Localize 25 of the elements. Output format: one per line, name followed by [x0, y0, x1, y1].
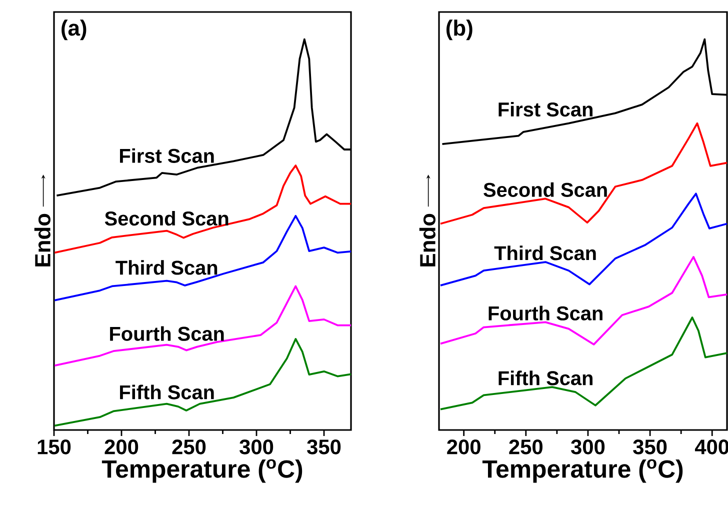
series-label: Fourth Scan — [110, 326, 224, 341]
series-label: First Scan — [498, 102, 592, 117]
series-label: Second Scan — [484, 182, 607, 197]
x-tick-label: 150 — [38, 440, 71, 454]
series-label: First Scan — [120, 148, 214, 163]
chart-title: (a) — [62, 20, 86, 40]
y-axis-title: Endo — [34, 214, 50, 266]
y-axis-title: Endo — [419, 214, 436, 266]
x-axis-title: Temperature ($^{o}$C) — [102, 459, 302, 483]
x-tick-label: 250 — [172, 440, 206, 454]
x-axis-title: Temperature ($^{o}$C) — [482, 459, 683, 483]
x-tick-label: 250 — [509, 440, 542, 454]
x-tick-label: 350 — [633, 440, 667, 454]
x-tick-label: 200 — [447, 440, 480, 454]
series-label: Second Scan — [104, 210, 228, 226]
x-tick-label: 350 — [307, 440, 341, 454]
series-label: Fourth Scan — [488, 306, 602, 320]
series-label: Third Scan — [494, 246, 596, 260]
series-label: Fifth Scan — [120, 384, 214, 400]
x-tick-label: 300 — [240, 440, 274, 454]
chart-title: (b) — [446, 20, 472, 40]
series-label: Third Scan — [116, 260, 218, 275]
x-tick-label: 200 — [104, 440, 138, 454]
x-tick-label: 300 — [571, 440, 605, 454]
series-label: Fifth Scan — [498, 370, 592, 386]
